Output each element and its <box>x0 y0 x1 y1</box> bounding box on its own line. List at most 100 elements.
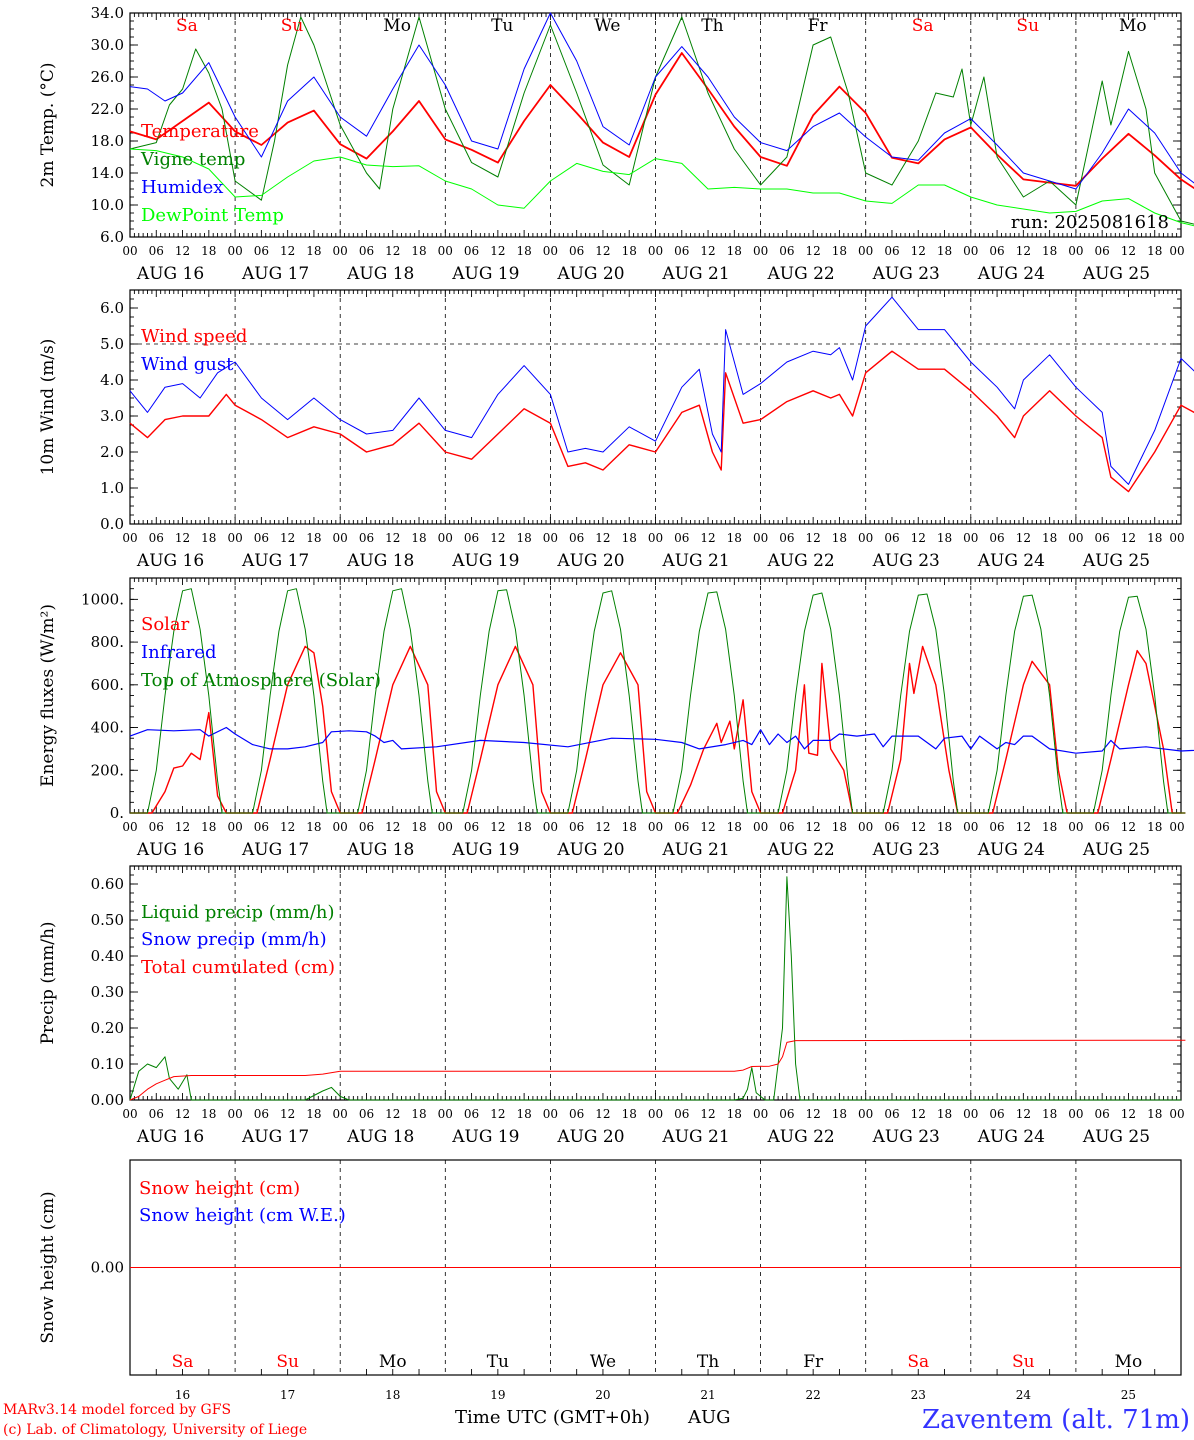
x-date-label: AUG 18 <box>346 551 414 571</box>
x-hour-label: 12 <box>911 244 926 258</box>
x-hour-label: 00 <box>1068 244 1083 258</box>
x-date-label: AUG 22 <box>767 264 835 284</box>
x-hour-label: 18 <box>411 1107 426 1121</box>
x-hour-label: 18 <box>727 244 742 258</box>
y-tick-label: 0.00 <box>91 1091 124 1109</box>
x-hour-label: 00 <box>227 244 242 258</box>
y-tick-label: 14.0 <box>91 164 124 182</box>
x-hour-label: 18 <box>832 531 847 545</box>
x-hour-label: 18 <box>1147 244 1162 258</box>
day-number: 20 <box>595 1388 610 1402</box>
panel-energy: 0. 200. 400. 600. 800. 1000. Energy fluxes (W/… <box>38 577 1194 860</box>
x-hour-label: 12 <box>595 244 610 258</box>
x-hour-label: 12 <box>175 820 190 834</box>
weekday-label: Su <box>1016 16 1039 36</box>
x-date-label: AUG 17 <box>241 840 309 860</box>
x-hour-label: 12 <box>490 820 505 834</box>
weekday-label: Tu <box>487 1352 509 1372</box>
weekday-label: Fr <box>803 1352 824 1372</box>
credit-line-1: MARv3.14 model forced by GFS <box>3 1402 231 1418</box>
series-total-cumulated-cm- <box>129 1039 1186 1101</box>
x-hour-label: 12 <box>700 820 715 834</box>
x-hour-label: 00 <box>648 244 663 258</box>
x-date-label: AUG 19 <box>451 264 519 284</box>
y-tick-label: 400. <box>91 719 124 737</box>
weekday-label: Th <box>697 1352 719 1372</box>
y-tick-label: 600. <box>91 676 124 694</box>
x-date-label: AUG 23 <box>872 840 940 860</box>
x-date-label: AUG 16 <box>136 840 204 860</box>
x-date-label: AUG 23 <box>872 264 940 284</box>
x-hour-label: 00 <box>333 531 348 545</box>
x-hour-label: 12 <box>806 244 821 258</box>
day-number: 22 <box>806 1388 821 1402</box>
x-hour-label: 12 <box>1016 244 1031 258</box>
x-hour-label: 06 <box>989 820 1004 834</box>
y-tick-label: 2.0 <box>100 443 124 461</box>
x-hour-label: 00 <box>543 820 558 834</box>
day-number: 17 <box>280 1388 295 1402</box>
x-hour-label: 18 <box>937 1107 952 1121</box>
x-hour-label: 18 <box>937 531 952 545</box>
x-hour-label: 12 <box>911 531 926 545</box>
x-date-label: AUG 22 <box>767 551 835 571</box>
x-hour-label: 18 <box>727 531 742 545</box>
y-tick-label: 0.20 <box>91 1019 124 1037</box>
x-hour-label: 00 <box>1068 820 1083 834</box>
x-date-label: AUG 24 <box>977 840 1045 860</box>
x-hour-label: 12 <box>175 1107 190 1121</box>
x-hour-label: 00 <box>753 1107 768 1121</box>
x-date-label: AUG 25 <box>1082 840 1150 860</box>
x-date-label: AUG 23 <box>872 551 940 571</box>
x-hour-label: 12 <box>700 1107 715 1121</box>
weekday-label: Su <box>1012 1352 1035 1372</box>
x-hour-label: 06 <box>149 531 164 545</box>
x-date-label: AUG 25 <box>1082 264 1150 284</box>
x-date-label: AUG 18 <box>346 1127 414 1147</box>
weekday-label: Th <box>701 16 723 36</box>
x-hour-label: 12 <box>700 244 715 258</box>
x-date-label: AUG 16 <box>136 551 204 571</box>
panel-precip: 0.00 0.10 0.20 0.30 0.40 0.50 0.60 Precip (mm/h… <box>38 865 1186 1147</box>
x-hour-label: 06 <box>254 531 269 545</box>
x-hour-label: 06 <box>569 1107 584 1121</box>
weekday-label: Mo <box>1119 16 1147 36</box>
x-date-label: AUG 17 <box>241 551 309 571</box>
legend-entry: DewPoint Temp <box>141 205 284 226</box>
x-hour-label: 12 <box>595 1107 610 1121</box>
x-hour-label: 18 <box>306 244 321 258</box>
x-hour-label: 06 <box>254 820 269 834</box>
x-date-label: AUG 24 <box>977 551 1045 571</box>
x-hour-label: 12 <box>1016 1107 1031 1121</box>
weekday-label: Sa <box>176 16 198 36</box>
y-tick-label: 0.00 <box>91 1259 124 1277</box>
x-hour-label: 12 <box>1121 244 1136 258</box>
x-hour-label: 12 <box>1121 531 1136 545</box>
x-date-label: AUG 20 <box>556 1127 624 1147</box>
series-wind-speed <box>129 350 1194 493</box>
legend-entry: Temperature <box>141 121 259 142</box>
x-hour-label: 18 <box>727 820 742 834</box>
x-hour-label: 18 <box>937 244 952 258</box>
x-hour-label: 06 <box>989 244 1004 258</box>
y-axis-label: Energy fluxes (W/m²) <box>38 604 58 787</box>
legend-entry: Wind gust <box>141 354 234 375</box>
weekday-label: Mo <box>379 1352 407 1372</box>
x-hour-label: 00 <box>648 531 663 545</box>
y-axis-label: Snow height (cm) <box>38 1191 58 1343</box>
x-hour-label: 18 <box>1147 531 1162 545</box>
y-tick-label: 18.0 <box>91 132 124 150</box>
x-hour-label: 06 <box>989 531 1004 545</box>
weekday-label: We <box>594 16 620 36</box>
x-hour-label: 00 <box>333 820 348 834</box>
y-tick-label: 0.40 <box>91 947 124 965</box>
x-hour-label: 18 <box>832 244 847 258</box>
legend-entry: Snow height (cm) <box>139 1178 300 1199</box>
panel-snow: 0.00 Snow height (cm) Snow height (cm) Snow… <box>38 1159 1182 1376</box>
x-hour-label: 06 <box>149 820 164 834</box>
x-hour-label: 12 <box>806 531 821 545</box>
station-name: Zaventem (alt. 71m) <box>922 1405 1190 1435</box>
x-hour-label: 12 <box>700 531 715 545</box>
y-tick-label: 3.0 <box>100 407 124 425</box>
